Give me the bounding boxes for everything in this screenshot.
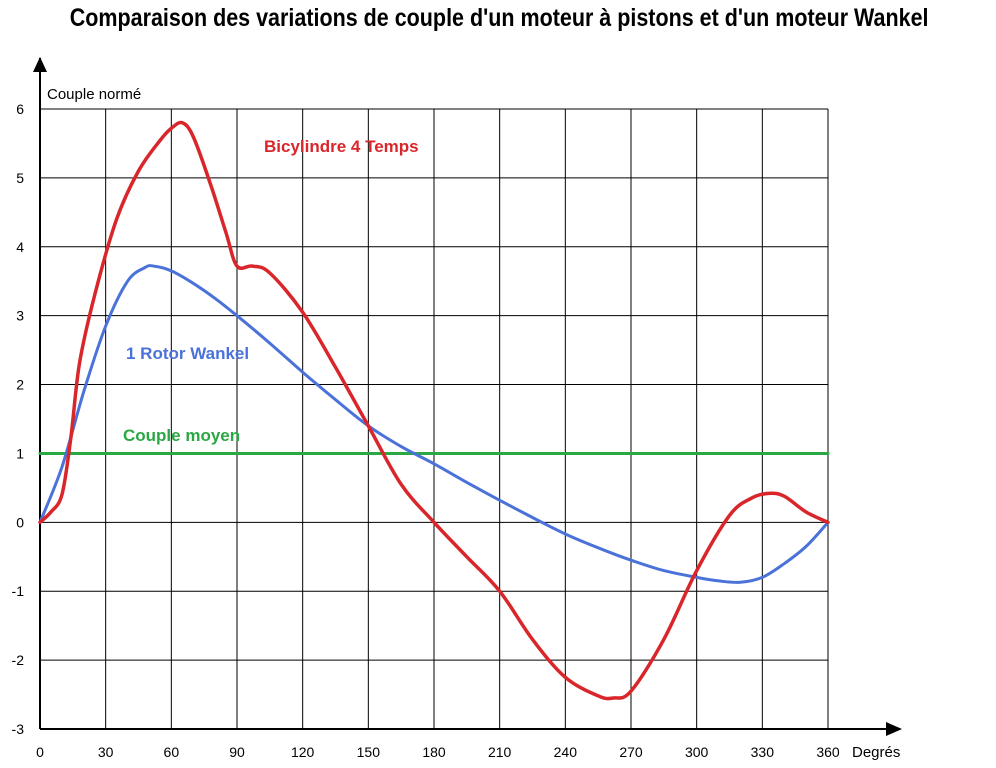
y-tick-label: -2: [12, 652, 25, 668]
y-tick-label: -3: [12, 721, 25, 737]
y-tick-label: 5: [16, 170, 24, 186]
x-tick-label: 240: [554, 744, 578, 760]
label-couple-moyen: Couple moyen: [123, 426, 240, 445]
x-tick-label: 0: [36, 744, 44, 760]
label-bicylindre: Bicylindre 4 Temps: [264, 137, 419, 156]
series-labels: Bicylindre 4 Temps 1 Rotor Wankel Couple m…: [123, 137, 419, 445]
x-tick-label: 360: [816, 744, 840, 760]
y-tick-label: -1: [12, 583, 25, 599]
series-lines: [38, 120, 830, 701]
x-tick-label: 120: [291, 744, 315, 760]
y-tick-label: 0: [16, 514, 24, 530]
chart-title: Comparaison des variations de couple d'u…: [69, 4, 929, 32]
series-wankel-line: [38, 264, 830, 584]
y-tick-label: 3: [16, 308, 24, 324]
x-tick-label: 150: [357, 744, 381, 760]
y-tick-label: 2: [16, 377, 24, 393]
x-tick-label: 90: [229, 744, 245, 760]
x-tick-label: 30: [98, 744, 114, 760]
label-wankel: 1 Rotor Wankel: [126, 344, 249, 363]
axes: [33, 57, 902, 736]
grid: [40, 108, 829, 729]
y-tick-label: 1: [16, 445, 24, 461]
series-bicylindre-line: [38, 120, 830, 701]
y-tick-label: 6: [16, 101, 24, 117]
x-tick-label: 330: [751, 744, 775, 760]
x-tick-label: 210: [488, 744, 512, 760]
x-tick-label: 300: [685, 744, 709, 760]
x-tick-label: 180: [422, 744, 446, 760]
x-axis-label: Degrés: [852, 744, 900, 761]
y-axis-label: Couple normé: [47, 86, 141, 103]
x-axis-arrow: [886, 722, 902, 736]
x-tick-label: 60: [164, 744, 180, 760]
y-axis-arrow: [33, 57, 47, 72]
y-tick-label: 4: [16, 239, 24, 255]
tick-labels: 0 30 60 90 120 150 180 210 240 270 300 330 360654321…: [12, 101, 840, 760]
x-tick-label: 270: [619, 744, 643, 760]
